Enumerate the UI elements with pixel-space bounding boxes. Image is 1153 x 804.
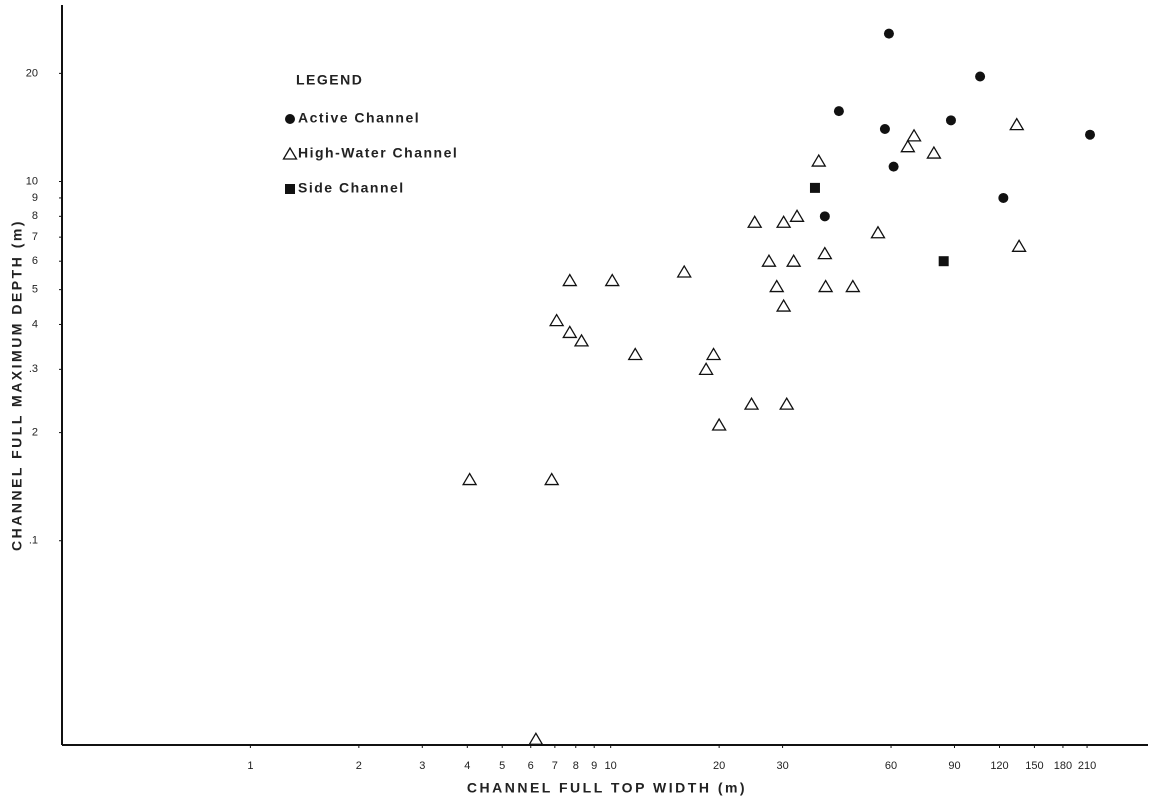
x-tick-label: 1	[247, 760, 253, 772]
point	[544, 472, 560, 486]
point	[786, 253, 802, 267]
point	[779, 396, 795, 410]
x-tick-label: 210	[1078, 760, 1096, 772]
point	[870, 225, 886, 239]
point	[811, 153, 827, 167]
y-tick-label: 4	[32, 318, 38, 330]
point	[775, 298, 792, 312]
x-tick-label: 30	[776, 760, 788, 772]
x-tick-label: 10	[605, 760, 617, 772]
point	[879, 124, 890, 135]
point	[627, 347, 643, 361]
x-tick-label: 6	[528, 760, 534, 772]
x-tick-label: 120	[990, 760, 1008, 772]
legend-label: Active Channel	[298, 110, 420, 126]
x-tick-label: 20	[713, 760, 725, 772]
point	[562, 273, 578, 287]
point	[926, 145, 942, 159]
legend-label: Side Channel	[298, 180, 405, 196]
point	[743, 396, 760, 410]
x-tick-label: 60	[885, 760, 897, 772]
y-tick-label: 7	[32, 231, 38, 243]
point	[819, 211, 830, 222]
point	[833, 106, 844, 117]
y-tick-label: 20	[26, 67, 38, 79]
point	[676, 264, 692, 278]
point	[761, 253, 777, 267]
point	[573, 333, 590, 347]
y-tick-label: .1	[29, 535, 38, 547]
point	[528, 732, 544, 745]
legend-title: LEGEND	[296, 72, 363, 88]
x-tick-label: 3	[419, 760, 425, 772]
point	[845, 279, 861, 293]
point	[1009, 117, 1025, 131]
y-tick-label: 5	[32, 284, 38, 296]
point	[775, 215, 792, 228]
point	[711, 417, 727, 431]
x-tick-label: 9	[591, 760, 597, 772]
legend-marker	[285, 184, 295, 194]
point	[747, 215, 763, 228]
point	[1011, 239, 1027, 252]
point	[809, 182, 820, 193]
point	[698, 362, 714, 375]
point	[789, 209, 805, 222]
point	[549, 313, 565, 327]
point	[562, 325, 578, 339]
legend-marker	[282, 146, 298, 160]
x-tick-label: 2	[356, 760, 362, 772]
point	[705, 347, 722, 361]
point	[1085, 129, 1096, 140]
x-tick-label: 180	[1054, 760, 1072, 772]
point	[888, 161, 899, 172]
x-tick-label: 90	[948, 760, 960, 772]
x-tick-label: 7	[552, 760, 558, 772]
legend-marker	[285, 114, 295, 124]
point	[906, 128, 922, 142]
point	[461, 472, 478, 486]
y-tick-label: 10	[26, 175, 38, 187]
x-tick-label: 150	[1025, 760, 1043, 772]
y-tick-label: .3	[29, 363, 38, 375]
point	[938, 256, 949, 267]
point	[998, 192, 1009, 203]
point	[769, 279, 785, 293]
y-tick-label: 6	[32, 255, 38, 267]
point	[604, 273, 620, 287]
y-tick-label: 8	[32, 210, 38, 222]
legend-label: High-Water Channel	[298, 145, 458, 161]
point	[817, 279, 834, 293]
x-tick-label: 5	[499, 760, 505, 772]
point	[883, 28, 894, 39]
point	[900, 139, 916, 153]
point	[817, 246, 833, 260]
x-tick-label: 4	[464, 760, 470, 772]
point	[945, 115, 956, 126]
y-tick-label: 9	[32, 192, 38, 204]
x-axis-title: CHANNEL FULL TOP WIDTH (m)	[467, 780, 747, 796]
y-axis-title: CHANNEL FULL MAXIMUM DEPTH (m)	[9, 219, 25, 551]
y-tick-label: 2	[32, 427, 38, 439]
point	[975, 71, 986, 82]
x-tick-label: 8	[573, 760, 579, 772]
